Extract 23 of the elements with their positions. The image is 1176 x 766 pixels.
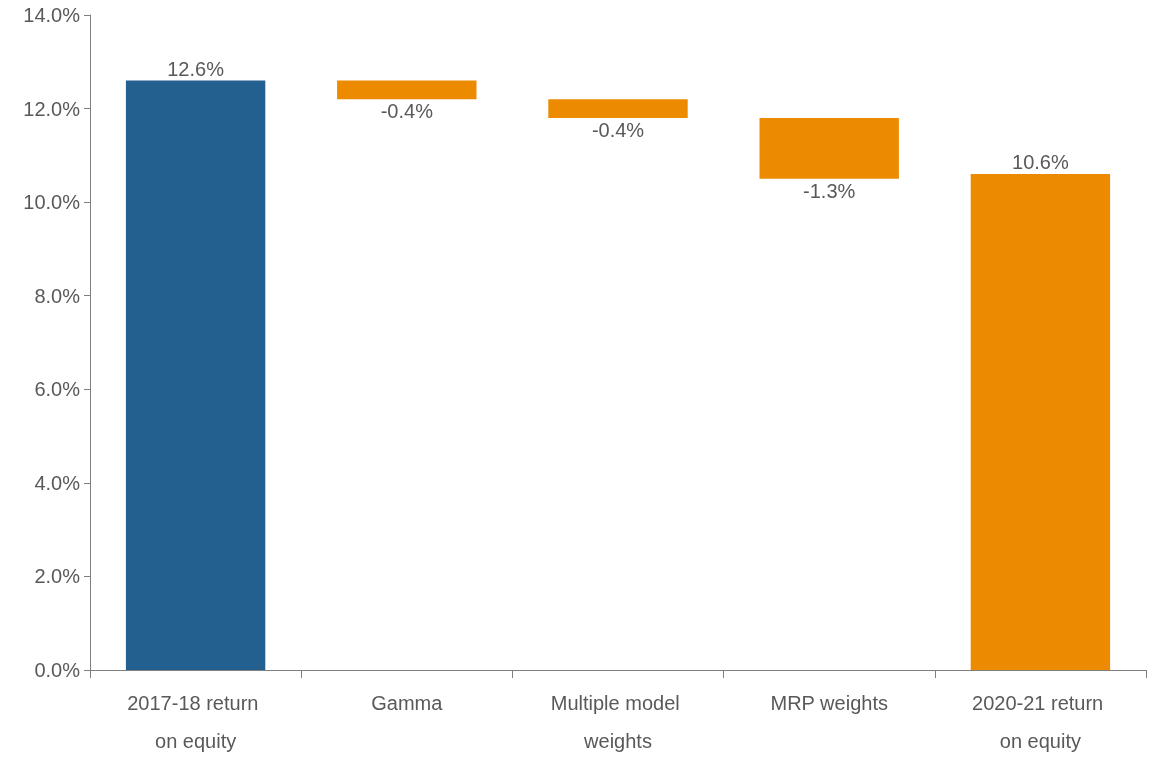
bar xyxy=(548,99,688,118)
y-tick-label: 0.0% xyxy=(34,659,81,681)
y-tick-label: 8.0% xyxy=(34,284,81,307)
x-tick-label: Multiple model weights xyxy=(550,692,686,752)
y-tick-label: 2.0% xyxy=(34,565,81,588)
data-label: -0.4% xyxy=(591,118,645,141)
y-tick-label: 14.0% xyxy=(23,4,81,26)
x-tick-label: 2020-21 return on equity xyxy=(972,692,1109,752)
bar xyxy=(970,174,1111,670)
data-label: -1.3% xyxy=(803,179,856,202)
data-label: -0.4% xyxy=(380,100,434,123)
y-tick-label: 10.0% xyxy=(23,191,81,214)
data-label: 10.6% xyxy=(1012,151,1069,174)
y-tick-label: 4.0% xyxy=(34,471,81,494)
bar xyxy=(337,80,477,100)
x-tick-label: Gamma xyxy=(371,692,444,714)
data-label: 12.6% xyxy=(167,57,225,80)
x-tick-label: MRP weights xyxy=(770,692,888,714)
bar xyxy=(125,80,266,670)
x-tick-label: 2017-18 return on equity xyxy=(127,692,264,752)
y-tick-label: 12.0% xyxy=(23,97,81,120)
bar xyxy=(759,117,899,179)
y-tick-label: 6.0% xyxy=(34,378,81,401)
